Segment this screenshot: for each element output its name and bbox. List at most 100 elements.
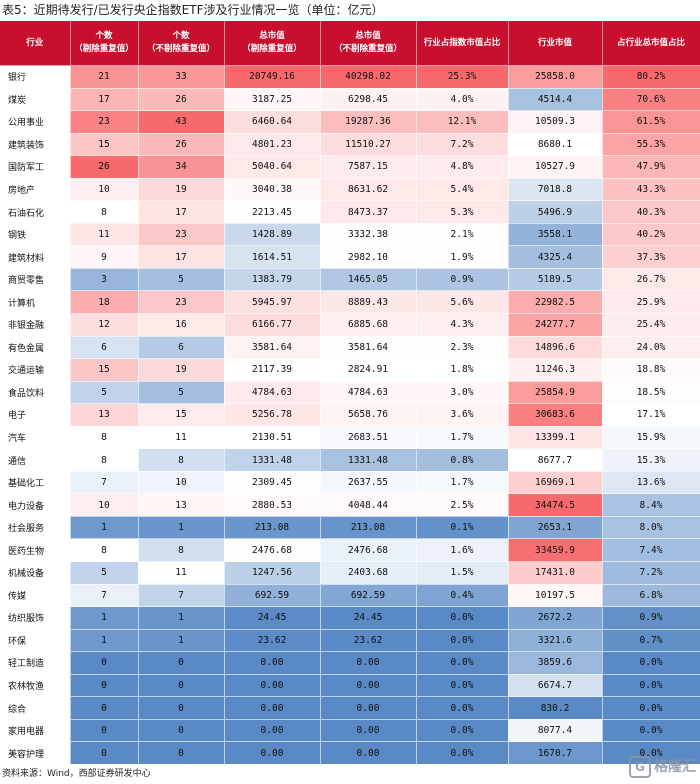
mktcap-dedup-cell: 0.00	[224, 673, 321, 697]
mktcap-raw-cell: 8889.43	[320, 290, 417, 314]
index-share-cell: 0.9%	[416, 267, 509, 291]
mktcap-dedup-cell: 2476.68	[224, 538, 321, 562]
count-raw-cell: 11	[138, 425, 225, 449]
count-dedup-cell: 23	[70, 110, 139, 134]
industry-share-cell: 0.0%	[602, 651, 700, 675]
industry-share-cell: 0.9%	[602, 606, 700, 630]
industry-mktcap-cell: 16969.1	[508, 470, 603, 494]
count-raw-cell: 23	[138, 222, 225, 246]
count-dedup-cell: 12	[70, 313, 139, 337]
mktcap-raw-cell: 2824.91	[320, 358, 417, 382]
count-raw-cell: 6	[138, 335, 225, 359]
industry-mktcap-cell: 14896.6	[508, 335, 603, 359]
industry-table: 行业 个数 （剔除重复值） 个数 （不剔除重复值） 总市值 （剔除重复值） 总市值 （不…	[0, 21, 700, 764]
count-raw-cell: 11	[138, 561, 225, 585]
col-header-line: 行业市值	[537, 37, 572, 48]
col-header-industry: 行业	[0, 21, 71, 66]
count-raw-cell: 15	[138, 403, 225, 427]
industry-mktcap-cell: 10197.5	[508, 583, 603, 607]
mktcap-dedup-cell: 2117.39	[224, 358, 321, 382]
count-raw-cell: 5	[138, 267, 225, 291]
industry-mktcap-cell: 11246.3	[508, 358, 603, 382]
col-header-line: 占行业总市值占比	[616, 37, 685, 48]
industry-cell: 通信	[0, 448, 71, 472]
industry-share-cell: 15.3%	[602, 448, 700, 472]
mktcap-dedup-cell: 5040.64	[224, 155, 321, 179]
count-raw-cell: 0	[138, 718, 225, 742]
index-share-cell: 1.7%	[416, 470, 509, 494]
mktcap-dedup-cell: 2880.53	[224, 493, 321, 517]
count-raw-cell: 10	[138, 470, 225, 494]
mktcap-dedup-cell: 2309.45	[224, 470, 321, 494]
mktcap-dedup-cell: 213.08	[224, 515, 321, 539]
count-dedup-cell: 0	[70, 673, 139, 697]
count-dedup-cell: 1	[70, 515, 139, 539]
count-raw-cell: 0	[138, 651, 225, 675]
count-dedup-cell: 8	[70, 448, 139, 472]
industry-share-cell: 26.7%	[602, 267, 700, 291]
index-share-cell: 2.1%	[416, 222, 509, 246]
col-header-index-share: 行业占指数市值占比	[416, 21, 509, 66]
mktcap-dedup-cell: 4784.63	[224, 380, 321, 404]
count-dedup-cell: 11	[70, 222, 139, 246]
table-row: 房地产 10 19 3040.38 8631.62 5.4% 7018.8 43.3%	[0, 177, 700, 201]
industry-share-cell: 55.3%	[602, 132, 700, 156]
mktcap-raw-cell: 2683.51	[320, 425, 417, 449]
mktcap-raw-cell: 8473.37	[320, 200, 417, 224]
count-raw-cell: 19	[138, 177, 225, 201]
index-share-cell: 5.3%	[416, 200, 509, 224]
count-raw-cell: 34	[138, 155, 225, 179]
industry-mktcap-cell: 1670.7	[508, 741, 603, 764]
industry-mktcap-cell: 10509.3	[508, 110, 603, 134]
industry-mktcap-cell: 30683.6	[508, 403, 603, 427]
table-row: 基础化工 7 10 2309.45 2637.55 1.7% 16969.1 13.6%	[0, 470, 700, 494]
table-row: 社会服务 1 1 213.08 213.08 0.1% 2653.1 8.0%	[0, 515, 700, 539]
mktcap-dedup-cell: 692.59	[224, 583, 321, 607]
mktcap-dedup-cell: 6166.77	[224, 313, 321, 337]
count-raw-cell: 17	[138, 245, 225, 269]
mktcap-raw-cell: 2476.68	[320, 538, 417, 562]
index-share-cell: 7.2%	[416, 132, 509, 156]
count-dedup-cell: 0	[70, 651, 139, 675]
mktcap-dedup-cell: 1614.51	[224, 245, 321, 269]
industry-share-cell: 17.1%	[602, 403, 700, 427]
index-share-cell: 1.5%	[416, 561, 509, 585]
table-row: 国防军工 26 34 5040.64 7587.15 4.8% 10527.9 47.9%	[0, 155, 700, 179]
index-share-cell: 1.7%	[416, 425, 509, 449]
count-dedup-cell: 10	[70, 177, 139, 201]
industry-cell: 环保	[0, 628, 71, 652]
index-share-cell: 0.4%	[416, 583, 509, 607]
index-share-cell: 0.0%	[416, 651, 509, 675]
count-dedup-cell: 7	[70, 470, 139, 494]
count-dedup-cell: 1	[70, 606, 139, 630]
count-dedup-cell: 0	[70, 718, 139, 742]
industry-cell: 房地产	[0, 177, 71, 201]
count-dedup-cell: 3	[70, 267, 139, 291]
count-dedup-cell: 5	[70, 380, 139, 404]
mktcap-raw-cell: 0.00	[320, 741, 417, 764]
industry-share-cell: 37.3%	[602, 245, 700, 269]
count-raw-cell: 13	[138, 493, 225, 517]
industry-cell: 纺织服饰	[0, 606, 71, 630]
industry-share-cell: 43.3%	[602, 177, 700, 201]
header-row: 行业 个数 （剔除重复值） 个数 （不剔除重复值） 总市值 （剔除重复值） 总市值 （不…	[0, 21, 700, 66]
mktcap-raw-cell: 19287.36	[320, 110, 417, 134]
index-share-cell: 12.1%	[416, 110, 509, 134]
col-header-line: 个数	[172, 31, 190, 41]
mktcap-raw-cell: 11510.27	[320, 132, 417, 156]
index-share-cell: 4.3%	[416, 313, 509, 337]
mktcap-dedup-cell: 1331.48	[224, 448, 321, 472]
count-dedup-cell: 21	[70, 65, 139, 89]
industry-mktcap-cell: 4325.4	[508, 245, 603, 269]
col-header-count-raw: 个数 （不剔除重复值）	[138, 21, 225, 66]
table-row: 计算机 18 23 5945.97 8889.43 5.6% 22982.5 25.9%	[0, 290, 700, 314]
col-header-line: 总市值	[259, 31, 285, 41]
count-raw-cell: 16	[138, 313, 225, 337]
industry-mktcap-cell: 2653.1	[508, 515, 603, 539]
industry-share-cell: 18.8%	[602, 358, 700, 382]
industry-cell: 银行	[0, 65, 71, 89]
count-raw-cell: 43	[138, 110, 225, 134]
count-raw-cell: 26	[138, 87, 225, 111]
table-row: 公用事业 23 43 6460.64 19287.36 12.1% 10509.3 61.5%	[0, 110, 700, 134]
table-row: 汽车 8 11 2130.51 2683.51 1.7% 13399.1 15.9%	[0, 425, 700, 449]
